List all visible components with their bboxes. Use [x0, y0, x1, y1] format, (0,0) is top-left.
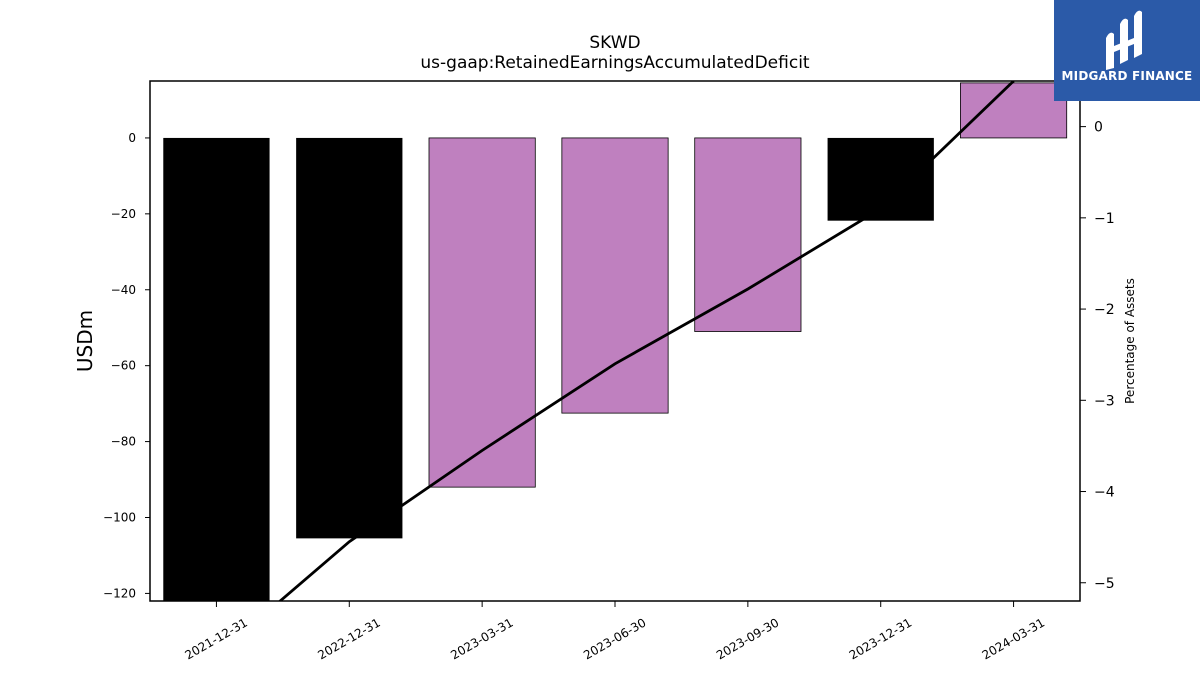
- bar-2023-09-30: [694, 137, 802, 332]
- y-axis-label: USDm: [73, 310, 97, 372]
- chart-subtitle: us-gaap:RetainedEarningsAccumulatedDefic…: [420, 53, 810, 73]
- y-tick-label: −20: [111, 207, 136, 221]
- bar-2024-03-31: [960, 82, 1068, 139]
- y2-tick-label: −5: [1094, 576, 1115, 592]
- percentage-of-assets-line: [278, 81, 1015, 601]
- y2-tick-label: −3: [1094, 393, 1115, 409]
- x-tick-label: 2023-03-31: [448, 615, 515, 662]
- y-tick-label: −120: [103, 586, 136, 600]
- x-tick-label: 2024-03-31: [980, 615, 1047, 662]
- bar-2023-03-31: [428, 137, 536, 488]
- x-tick-label: 2023-09-30: [714, 615, 781, 662]
- y2-tick-label: 0: [1094, 120, 1103, 136]
- y2-tick-label: −4: [1094, 485, 1115, 501]
- chart-title: SKWD: [589, 33, 640, 53]
- x-tick-label: 2022-12-31: [315, 615, 382, 662]
- y2-tick-label: −2: [1094, 302, 1115, 318]
- y-tick-label: −60: [111, 359, 136, 373]
- y-tick-label: −100: [103, 510, 136, 524]
- logo-text: MIDGARD FINANCE: [1061, 69, 1193, 83]
- midgard-finance-logo: MIDGARD FINANCE: [1054, 0, 1200, 101]
- y2-axis-label: Percentage of Assets: [1123, 278, 1137, 404]
- x-tick-label: 2023-06-30: [581, 615, 648, 662]
- bar-2021-12-31: [163, 137, 270, 601]
- bar-2023-06-30: [561, 137, 669, 414]
- y-tick-label: −40: [111, 283, 136, 297]
- logo-mark-icon: [1106, 10, 1142, 70]
- y-tick-label: −80: [111, 435, 136, 449]
- y-tick-label: 0: [128, 131, 136, 145]
- bar-2022-12-31: [296, 137, 403, 539]
- x-tick-label: 2023-12-31: [847, 615, 914, 662]
- y2-tick-label: −1: [1094, 211, 1115, 227]
- x-tick-label: 2021-12-31: [183, 615, 250, 662]
